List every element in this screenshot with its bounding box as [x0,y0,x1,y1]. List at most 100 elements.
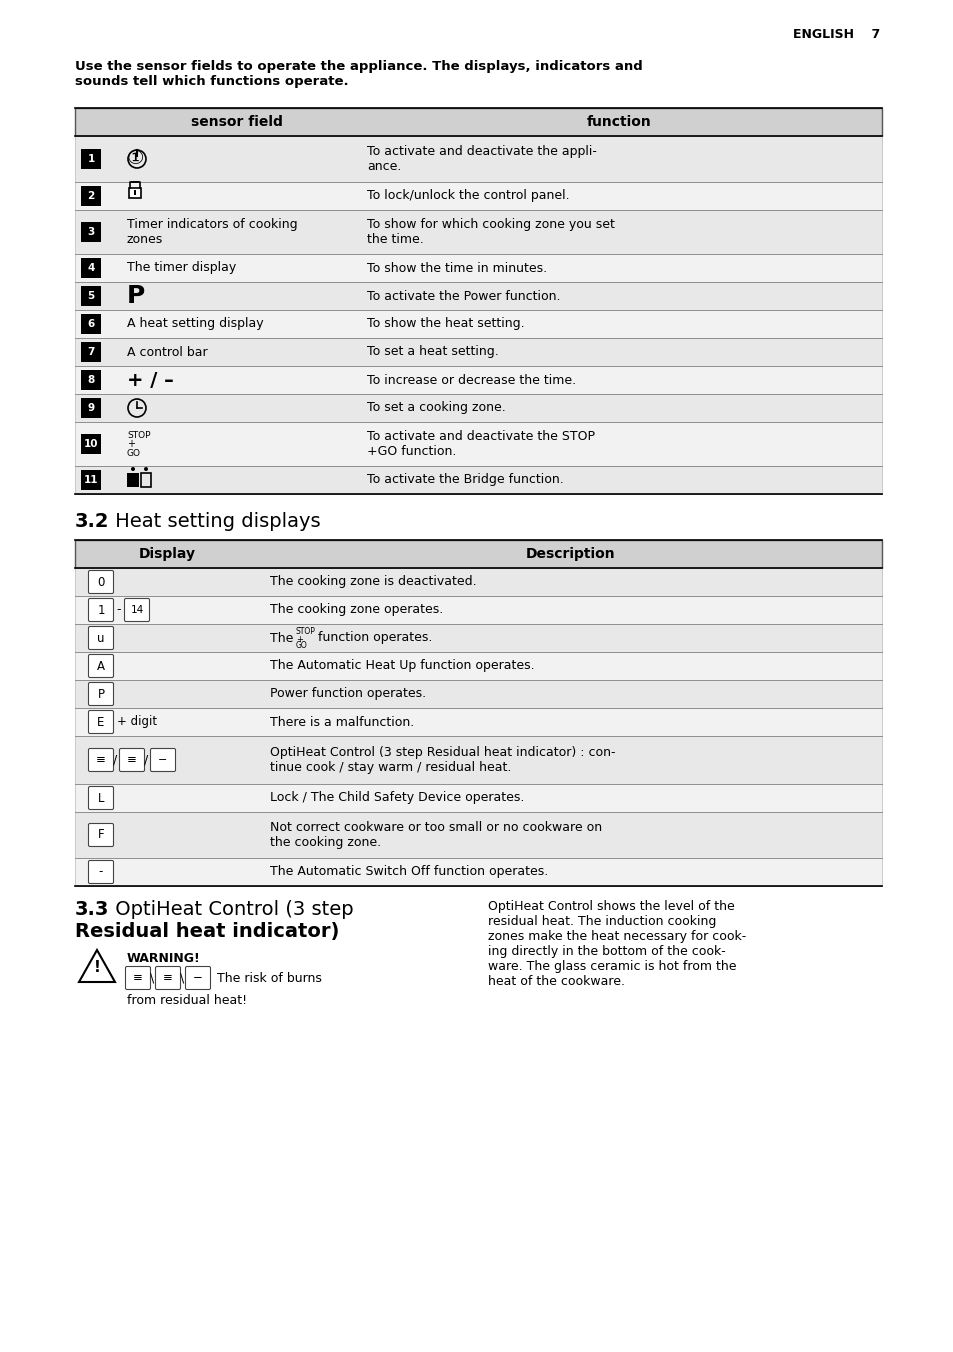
Text: To set a cooking zone.: To set a cooking zone. [367,402,505,415]
Text: To show for which cooking zone you set
the time.: To show for which cooking zone you set t… [367,218,615,246]
Bar [141,473,151,487]
Text: Use the sensor fields to operate the appliance. The displays, indicators and
sou: Use the sensor fields to operate the app… [75,59,642,88]
Text: sensor field: sensor field [191,115,283,128]
FancyBboxPatch shape [89,860,113,883]
FancyBboxPatch shape [89,571,113,594]
FancyBboxPatch shape [89,749,113,772]
Bar [81,470,101,489]
Text: To show the heat setting.: To show the heat setting. [367,318,524,330]
Text: L: L [97,791,104,804]
Circle shape [144,466,148,470]
Bar [81,187,101,206]
FancyBboxPatch shape [89,626,113,649]
Bar [75,466,882,493]
Bar [75,422,882,466]
Text: OptiHeat Control (3 step Residual heat indicator) : con-
tinue cook / stay warm : OptiHeat Control (3 step Residual heat i… [270,746,615,773]
Text: Heat setting displays: Heat setting displays [109,512,320,531]
Text: +: + [127,439,135,449]
Bar [75,183,882,210]
FancyBboxPatch shape [151,749,175,772]
Bar [75,735,882,784]
Text: OptiHeat Control shows the level of the
residual heat. The induction cooking
zon: OptiHeat Control shows the level of the … [488,900,746,988]
Text: To set a heat setting.: To set a heat setting. [367,346,498,358]
Bar [81,222,101,242]
Text: GO: GO [127,449,141,457]
Text: A heat setting display: A heat setting display [127,318,263,330]
Bar [75,108,882,137]
Text: P: P [97,688,105,700]
Text: ≡: ≡ [96,753,106,767]
Text: !: ! [93,960,100,975]
Text: 8: 8 [88,375,94,385]
Text: To activate the Bridge function.: To activate the Bridge function. [367,473,563,487]
Text: 5: 5 [88,291,94,301]
Text: -: - [99,865,103,879]
Text: + digit: + digit [117,715,157,729]
Text: To activate and deactivate the STOP
+GO function.: To activate and deactivate the STOP +GO … [367,430,595,458]
Text: The cooking zone operates.: The cooking zone operates. [270,603,443,617]
Bar [129,188,141,197]
FancyBboxPatch shape [89,683,113,706]
FancyBboxPatch shape [89,823,113,846]
Bar [75,859,882,886]
Text: ≡: ≡ [132,972,143,984]
Text: 3.2: 3.2 [75,512,110,531]
Text: 3.3: 3.3 [75,900,110,919]
Text: To activate and deactivate the appli-
ance.: To activate and deactivate the appli- an… [367,145,597,173]
Text: STOP: STOP [127,430,151,439]
FancyBboxPatch shape [89,654,113,677]
Text: WARNING!: WARNING! [127,952,200,965]
Text: To increase or decrease the time.: To increase or decrease the time. [367,373,576,387]
Text: −: − [193,972,203,984]
Text: To show the time in minutes.: To show the time in minutes. [367,261,547,274]
Text: ≡: ≡ [163,972,172,984]
Text: + / –: + / – [127,370,173,389]
Text: The timer display: The timer display [127,261,236,274]
Text: \: \ [180,972,184,984]
Text: 9: 9 [88,403,94,412]
FancyBboxPatch shape [89,599,113,622]
Text: ENGLISH    7: ENGLISH 7 [792,28,879,41]
Bar [81,342,101,362]
Text: function: function [586,115,651,128]
Text: /: / [144,753,148,767]
FancyBboxPatch shape [155,967,180,990]
Text: from residual heat!: from residual heat! [127,994,247,1007]
Bar [75,596,882,625]
Bar [75,625,882,652]
Bar [75,784,882,813]
Bar [75,137,882,183]
Text: 1: 1 [88,154,94,164]
Text: +: + [295,634,302,644]
Text: /: / [112,753,117,767]
Text: Display: Display [139,548,195,561]
Text: To activate the Power function.: To activate the Power function. [367,289,560,303]
Text: A: A [97,660,105,672]
Text: To lock/unlock the control panel.: To lock/unlock the control panel. [367,189,569,203]
Text: GO: GO [295,641,308,649]
Bar [75,539,882,568]
Text: Description: Description [526,548,616,561]
Bar [75,393,882,422]
Text: Lock / The Child Safety Device operates.: Lock / The Child Safety Device operates. [270,791,524,804]
Bar [75,568,882,596]
Text: u: u [97,631,105,645]
Bar [81,370,101,389]
Text: Timer indicators of cooking
zones: Timer indicators of cooking zones [127,218,297,246]
Text: 4: 4 [88,264,94,273]
Text: ①: ① [127,150,144,169]
Text: ≡: ≡ [127,753,137,767]
Text: STOP: STOP [295,627,315,637]
FancyBboxPatch shape [125,599,150,622]
Text: 7: 7 [88,347,94,357]
Text: The: The [270,631,297,645]
Bar [75,652,882,680]
Bar [75,366,882,393]
Text: \: \ [150,972,154,984]
Circle shape [131,466,135,470]
Bar [81,258,101,279]
Text: P: P [127,284,145,308]
Text: Power function operates.: Power function operates. [270,688,426,700]
Text: 6: 6 [88,319,94,329]
Text: The cooking zone is deactivated.: The cooking zone is deactivated. [270,576,476,588]
